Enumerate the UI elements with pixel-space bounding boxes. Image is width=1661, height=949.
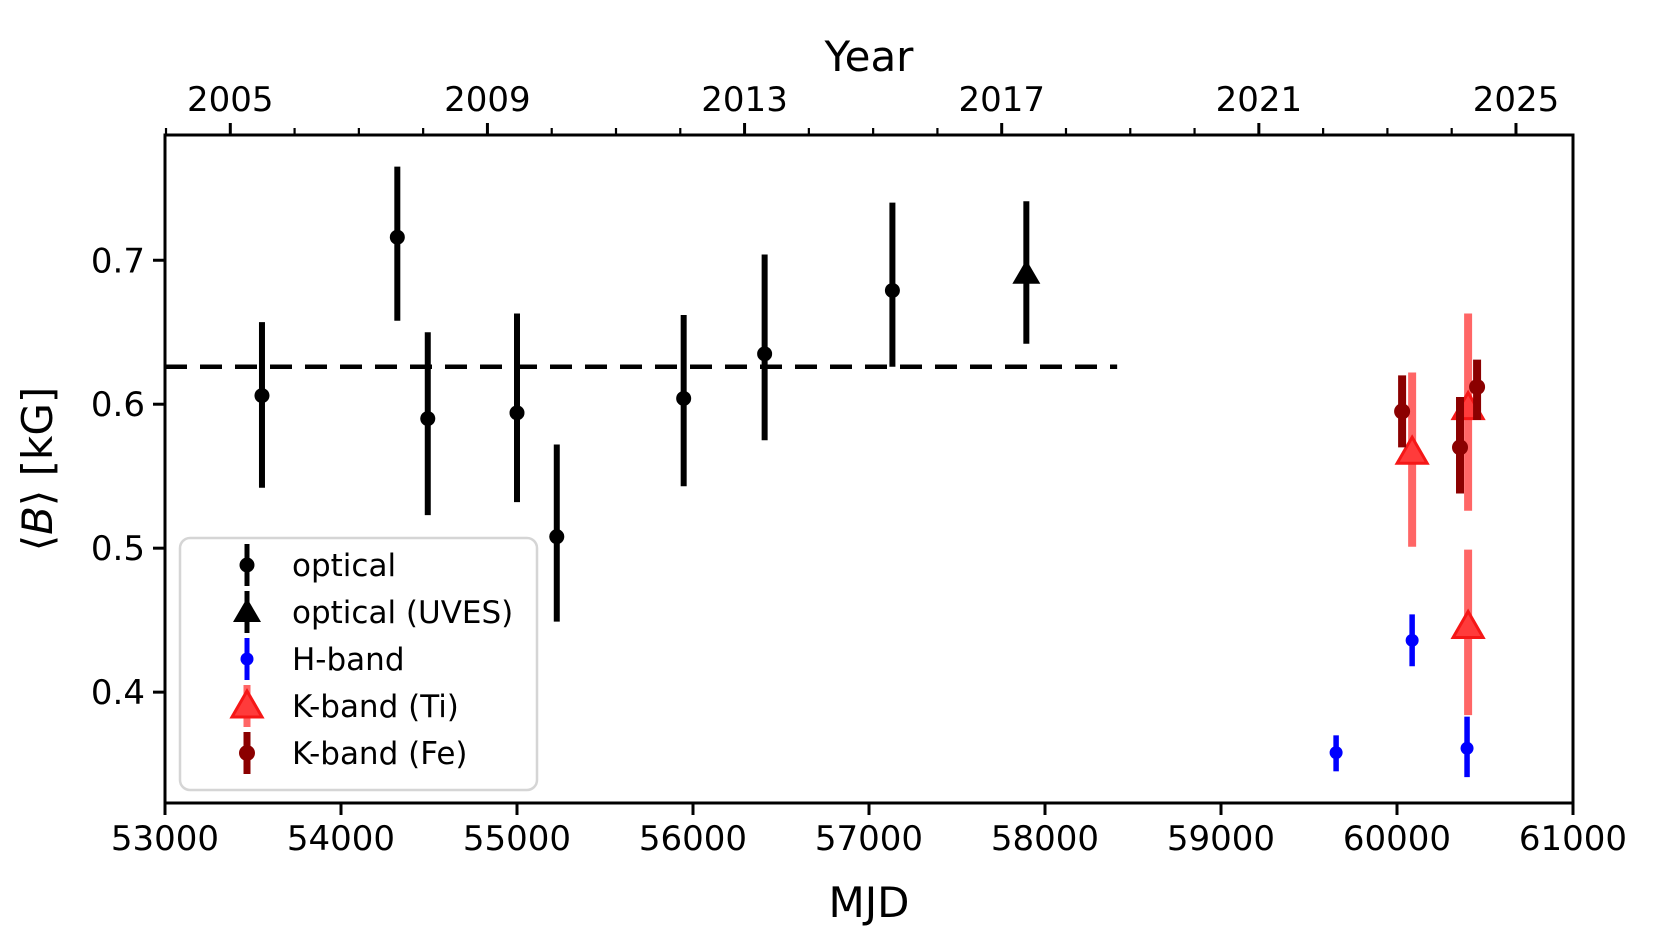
y-axis-tick-label: 0.4 xyxy=(91,673,145,713)
data-point-optical xyxy=(884,282,900,298)
top-axis-tick-label: 2017 xyxy=(958,80,1045,120)
data-point-optical xyxy=(757,346,773,362)
legend-label: K-band (Fe) xyxy=(292,736,468,772)
data-point-optical xyxy=(254,388,270,404)
legend-label: H-band xyxy=(292,642,405,678)
data-point-optical xyxy=(509,405,525,421)
y-axis-tick-label: 0.6 xyxy=(91,385,145,425)
top-axis-tick-label: 2021 xyxy=(1216,80,1303,120)
data-point-h-band xyxy=(1460,741,1474,755)
y-axis-tick-label: 0.7 xyxy=(91,241,145,281)
y-axis-title: ⟨B⟩ [kG] xyxy=(13,387,62,552)
legend-marker-triangle xyxy=(229,687,265,719)
data-point-optical xyxy=(389,229,405,245)
data-point-k-band-fe- xyxy=(1452,439,1469,456)
top-axis-tick-label: 2025 xyxy=(1473,80,1560,120)
data-point-h-band xyxy=(1329,746,1343,760)
x-axis-tick-label: 55000 xyxy=(463,819,571,859)
data-point-k-band-ti- xyxy=(1450,608,1486,639)
data-point-h-band xyxy=(1405,633,1419,647)
data-point-optical-uves- xyxy=(1012,259,1041,284)
legend-box xyxy=(178,536,539,792)
top-axis-tick-label: 2009 xyxy=(444,80,531,120)
top-axis-title: Year xyxy=(824,32,915,81)
top-axis-tick-label: 2013 xyxy=(701,80,788,120)
legend-label: K-band (Ti) xyxy=(292,689,459,725)
data-point-k-band-fe- xyxy=(1469,378,1486,395)
legend-marker-circle xyxy=(239,557,255,573)
data-point-k-band-fe- xyxy=(1394,403,1411,420)
legend-marker-triangle xyxy=(233,598,261,622)
data-point-k-band-ti- xyxy=(1394,434,1430,465)
x-axis-tick-label: 61000 xyxy=(1519,819,1627,859)
x-axis-tick-label: 60000 xyxy=(1343,819,1451,859)
x-axis-tick-label: 57000 xyxy=(815,819,923,859)
top-axis-tick-label: 2005 xyxy=(187,80,274,120)
data-point-optical xyxy=(549,529,565,545)
y-axis-tick-label: 0.5 xyxy=(91,529,145,569)
chart-render-root: 53000 54000 55000 56000 57000 58000 59000 60000… xyxy=(91,80,1627,859)
legend-marker-circle xyxy=(239,745,255,761)
x-axis-title: MJD xyxy=(829,878,910,927)
x-axis-tick-label: 53000 xyxy=(111,819,219,859)
legend-label: optical xyxy=(292,548,396,584)
x-axis-tick-label: 56000 xyxy=(639,819,747,859)
x-axis-tick-label: 54000 xyxy=(287,819,395,859)
legend-marker-circle xyxy=(240,652,254,666)
data-point-optical xyxy=(420,411,436,427)
data-point-optical xyxy=(676,390,692,406)
x-axis-tick-label: 58000 xyxy=(991,819,1099,859)
x-axis-tick-label: 59000 xyxy=(1167,819,1275,859)
legend-label: optical (UVES) xyxy=(292,595,513,631)
